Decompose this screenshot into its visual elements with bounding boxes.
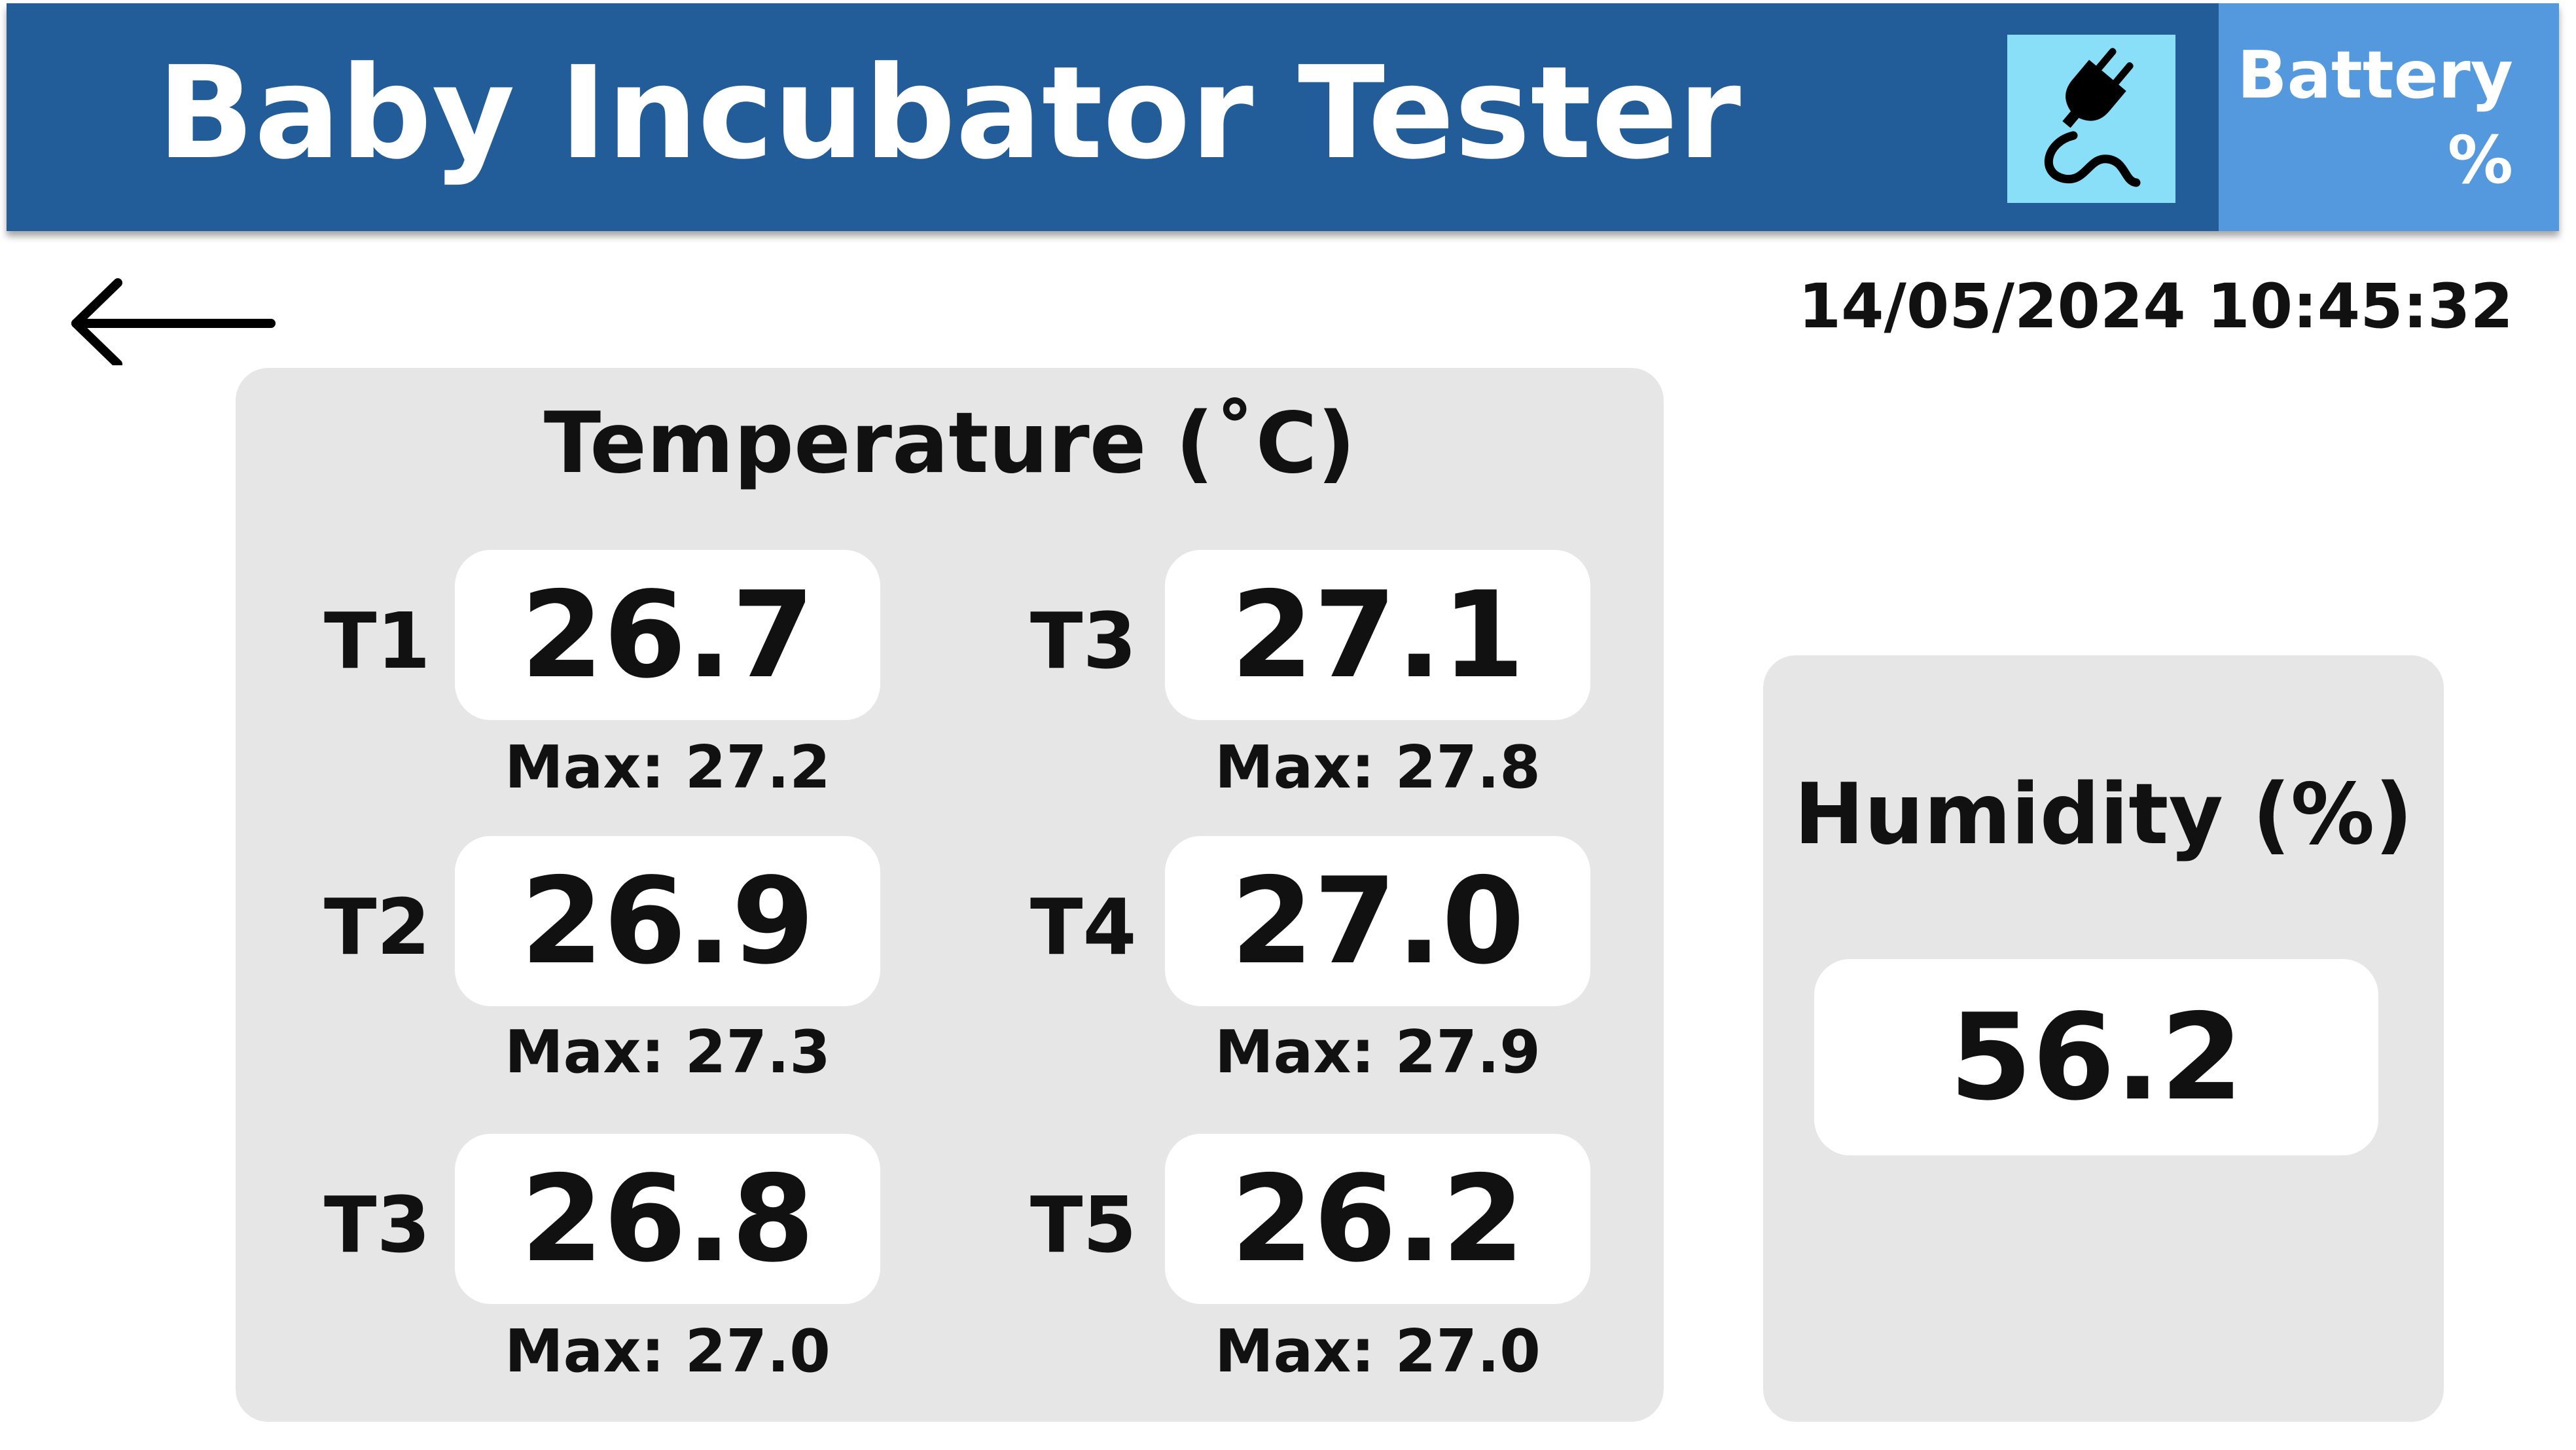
sensor-label: T2 — [324, 882, 431, 972]
sensor-label: T3 — [1030, 596, 1137, 686]
sensor-max: Max: 27.8 — [1215, 733, 1541, 802]
sensor-value: 26.8 — [455, 1134, 880, 1304]
temperature-title: Temperature (˚C) — [543, 395, 1356, 492]
plug-icon — [2044, 47, 2140, 187]
app-title: Baby Incubator Tester — [157, 39, 1742, 187]
app-header: Baby Incubator Tester Battery % — [7, 3, 2559, 231]
sensor-value: 26.7 — [455, 550, 880, 720]
power-status — [2007, 35, 2175, 203]
sensor-value: 27.1 — [1165, 550, 1590, 720]
sensor-max: Max: 27.0 — [1215, 1317, 1541, 1386]
sensor-value: 26.9 — [455, 836, 880, 1006]
sensor-max: Max: 27.3 — [505, 1018, 831, 1087]
sensor-label: T3 — [324, 1180, 431, 1270]
sensor-max: Max: 27.2 — [505, 733, 831, 802]
sensor-max: Max: 27.9 — [1215, 1018, 1541, 1087]
back-arrow-icon — [71, 278, 276, 369]
humidity-title: Humidity (%) — [1794, 766, 2413, 863]
temperature-panel: Temperature (˚C) T1 26.7 Max: 27.2 T2 26… — [236, 368, 1664, 1422]
sensor-value: 27.0 — [1165, 836, 1590, 1006]
battery-percent: % — [2447, 122, 2513, 198]
humidity-value: 56.2 — [1814, 959, 2378, 1155]
sensor-label: T4 — [1030, 882, 1137, 972]
sensor-label: T5 — [1030, 1180, 1137, 1270]
back-button[interactable] — [65, 274, 281, 369]
sensor-label: T1 — [324, 596, 431, 686]
humidity-panel: Humidity (%) 56.2 — [1763, 655, 2444, 1422]
sensor-max: Max: 27.0 — [505, 1317, 831, 1386]
battery-label: Battery — [2237, 37, 2513, 113]
datetime-display: 14/05/2024 10:45:32 — [1798, 271, 2513, 342]
battery-indicator: Battery % — [2219, 3, 2559, 231]
sensor-value: 26.2 — [1165, 1134, 1590, 1304]
